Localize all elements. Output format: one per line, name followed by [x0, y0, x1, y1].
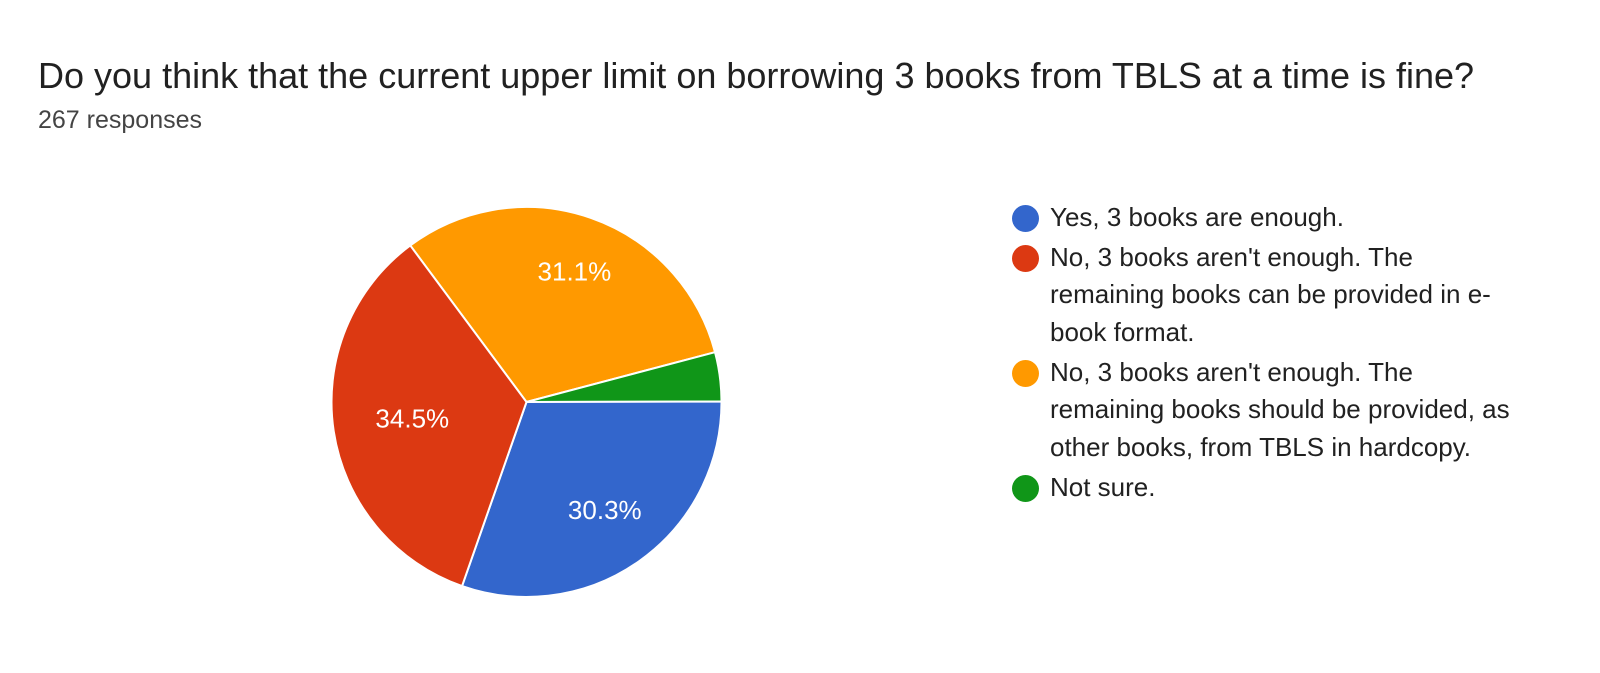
svg-text:34.5%: 34.5%: [375, 404, 449, 434]
svg-text:30.3%: 30.3%: [568, 495, 642, 525]
svg-text:31.1%: 31.1%: [538, 257, 612, 287]
